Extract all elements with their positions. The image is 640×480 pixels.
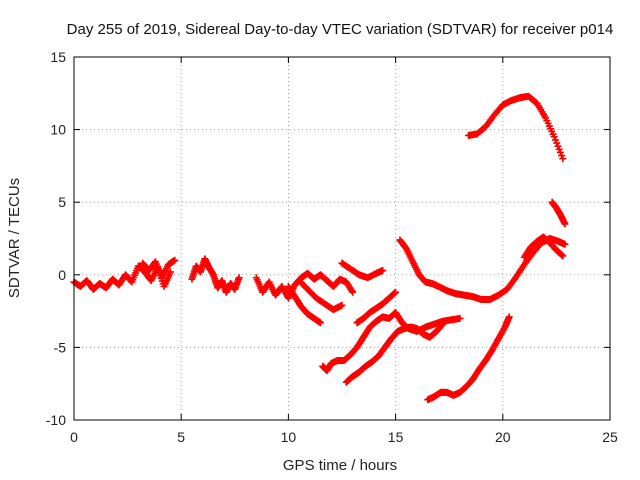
y-tick-label: 10: [50, 122, 66, 138]
series-arc-f: [295, 277, 346, 314]
data-point: [438, 321, 446, 329]
y-tick-label: 5: [58, 194, 66, 210]
series-arc-b: [139, 256, 179, 282]
y-tick-label: 0: [58, 267, 66, 283]
data-point: [561, 240, 569, 248]
x-axis-title: GPS time / hours: [283, 457, 397, 474]
data-point: [349, 288, 357, 296]
series-arc-l: [520, 233, 567, 261]
y-tick-label: -5: [54, 339, 67, 355]
data-point: [171, 256, 179, 264]
y-axis-title: SDTVAR / TECUs: [6, 178, 23, 298]
x-tick-label: 5: [177, 429, 185, 445]
data-point: [559, 155, 567, 163]
x-tick-label: 10: [281, 429, 297, 445]
x-tick-label: 0: [70, 429, 78, 445]
plot-frame: [73, 56, 611, 421]
data-point: [379, 266, 387, 274]
series-arc-c: [188, 255, 243, 296]
series-arc-m: [424, 313, 513, 404]
grid-lines: [74, 57, 610, 420]
data-point: [561, 220, 569, 228]
x-tick-label: 20: [495, 429, 511, 445]
data-point: [456, 314, 464, 322]
series-arc-o: [548, 198, 569, 228]
data-point: [317, 319, 325, 327]
data-point: [439, 320, 447, 328]
data-point: [505, 313, 513, 321]
data-point: [338, 301, 346, 309]
x-tick-label: 25: [602, 429, 618, 445]
series-arc-k: [396, 235, 569, 303]
x-tick-label: 15: [388, 429, 404, 445]
series-arc-n: [464, 92, 567, 163]
series-arc-d: [252, 269, 357, 302]
data-point: [559, 252, 567, 260]
data-point: [558, 251, 566, 259]
data-point: [392, 288, 400, 296]
data-point: [235, 274, 243, 282]
series-arc-e: [284, 282, 325, 327]
y-tick-label: 15: [50, 49, 66, 65]
data-point: [348, 287, 356, 295]
chart-title: Day 255 of 2019, Sidereal Day-to-day VTE…: [67, 21, 614, 38]
series-arc-g: [338, 259, 387, 282]
series-arc-i: [342, 320, 447, 386]
y-tick-label: -10: [46, 412, 66, 428]
series-arc-j: [353, 288, 400, 327]
data-points: [70, 92, 569, 404]
data-point: [391, 289, 399, 297]
